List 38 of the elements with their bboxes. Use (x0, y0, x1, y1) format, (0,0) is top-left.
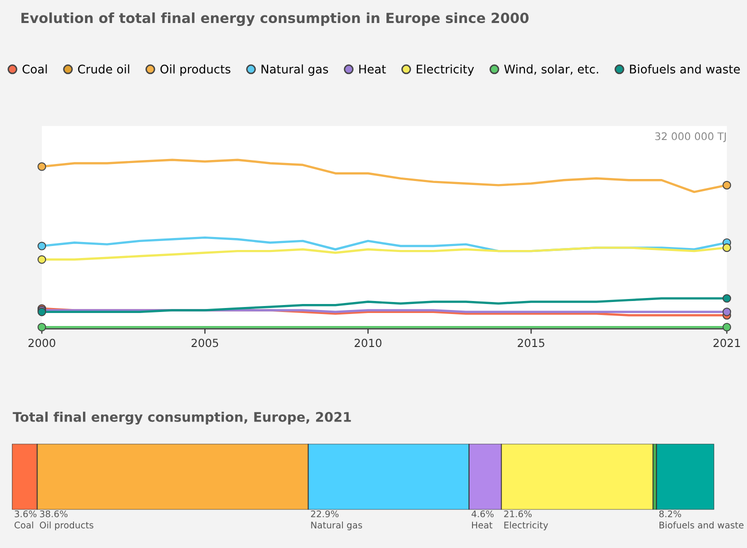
legend-label: Crude oil (78, 64, 130, 74)
data-label: 22.9% (311, 510, 339, 518)
series-label: Oil products (40, 521, 94, 530)
data-label: 3.6% (14, 510, 36, 518)
series-label: Natural gas (311, 521, 362, 530)
point (722, 243, 732, 252)
point (722, 308, 732, 316)
legend-label: Heat (359, 64, 386, 74)
legend-label: Oil products (160, 64, 230, 76)
x-tick-label: 2021 (714, 338, 740, 348)
point (722, 294, 732, 303)
series-label: Coal (14, 521, 34, 528)
x-tick-label: 2000 (28, 338, 56, 348)
data-label: 4.6% (472, 510, 494, 518)
legend-label: Coal (22, 64, 47, 74)
point (38, 242, 46, 250)
chart-title: Evolution of total final energy consumption in Europe since 2000 (21, 12, 529, 26)
data-label: 8.2% (659, 510, 682, 518)
x-tick-label: 2015 (518, 338, 544, 348)
point (722, 180, 732, 190)
point (38, 322, 46, 332)
data-label: 21.6% (504, 510, 532, 518)
legend-label: Electricity (416, 64, 474, 76)
x-tick-label: 2005 (192, 338, 218, 348)
legend-label: Biofuels and waste (630, 64, 740, 74)
point (38, 162, 46, 171)
legend-label: Natural gas (262, 64, 328, 76)
chart-title: Total final energy consumption, Europe, 2021 (12, 412, 351, 425)
legend-label: Wind, solar, etc. (504, 64, 598, 75)
point (38, 255, 46, 264)
point (722, 322, 732, 332)
series-label: Electricity (504, 521, 548, 530)
series-label: Biofuels and waste (660, 521, 744, 528)
bar (656, 444, 714, 510)
data-label: 38.6% (40, 510, 68, 518)
text: 32 000 000 TJ (655, 132, 726, 142)
x-tick-label: 2010 (354, 338, 382, 348)
series-label: Heat (472, 522, 492, 528)
